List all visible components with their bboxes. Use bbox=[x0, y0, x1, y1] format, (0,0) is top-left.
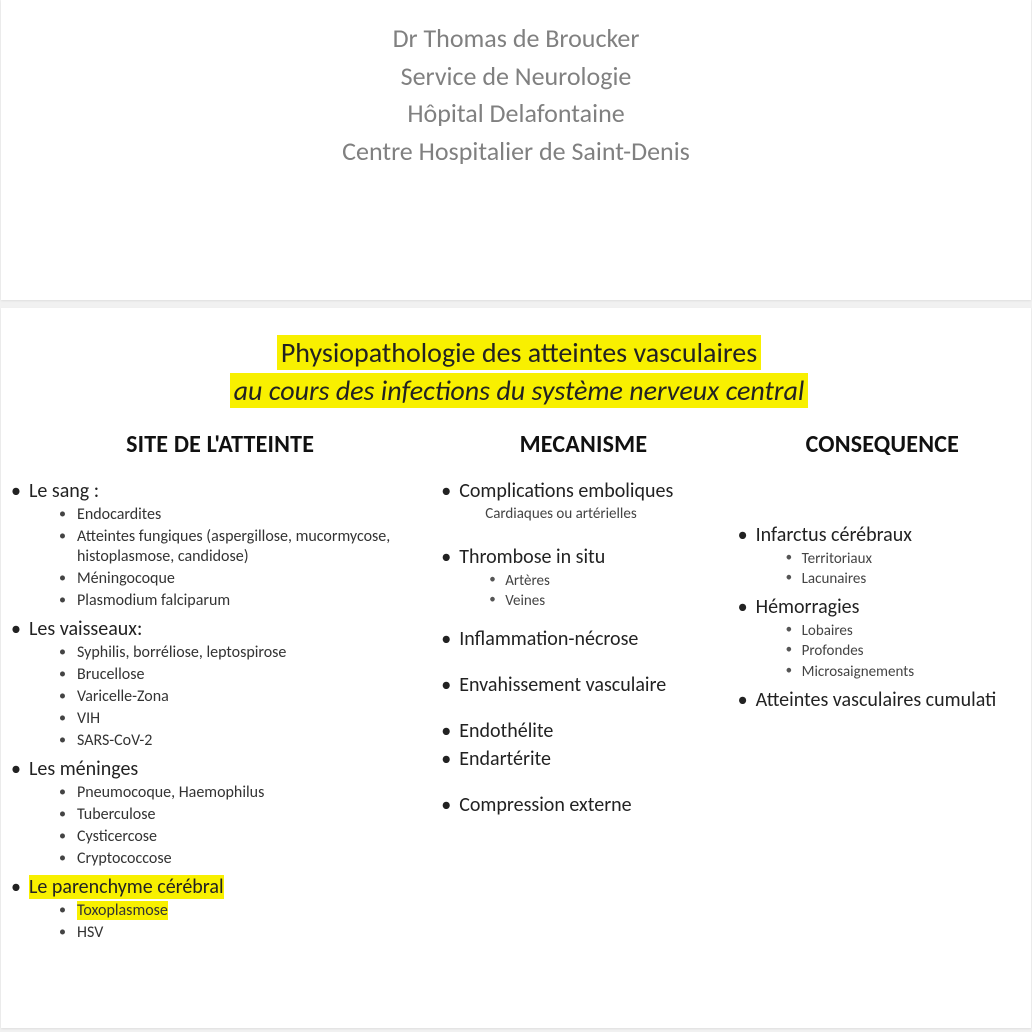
columns: SITE DE L'ATTEINTE Le sang : Endocardite… bbox=[7, 430, 1031, 949]
list-item: HSV bbox=[59, 923, 433, 943]
author-line-2: Service de Neurologie bbox=[401, 58, 632, 96]
title-line-1: Physiopathologie des atteintes vasculair… bbox=[277, 335, 761, 370]
cons-item: Atteintes vasculaires cumulati bbox=[734, 688, 1031, 712]
title-line-2: au cours des infections du système nerve… bbox=[230, 373, 809, 408]
mech-item: Endothélite bbox=[437, 719, 729, 743]
cons-item: Infarctus cérébraux Territoriaux Lacunai… bbox=[734, 523, 1031, 590]
list-item: Lacunaires bbox=[786, 569, 1031, 589]
col-site-head: SITE DE L'ATTEINTE bbox=[7, 430, 433, 459]
slide-title: Physiopathologie des atteintes vasculair… bbox=[7, 334, 1031, 410]
list-item: SARS-CoV-2 bbox=[59, 731, 433, 751]
list-item: Territoriaux bbox=[786, 549, 1031, 569]
list-item: Varicelle-Zona bbox=[59, 687, 433, 707]
col-cons-head: CONSEQUENCE bbox=[734, 430, 1031, 459]
list-item: Microsaignements bbox=[786, 662, 1031, 682]
site-item-meninges: Les méninges Pneumocoque, Haemophilus Tu… bbox=[7, 757, 433, 869]
list-item: Endocardites bbox=[59, 505, 433, 525]
site-item-sang: Le sang : Endocardites Atteintes fungiqu… bbox=[7, 479, 433, 611]
list-item: Lobaires bbox=[786, 621, 1031, 641]
mech-item: Thrombose in situ Artères Veines bbox=[437, 545, 729, 612]
mech-item: Envahissement vasculaire bbox=[437, 673, 729, 697]
list-item: Brucellose bbox=[59, 665, 433, 685]
list-item: Cysticercose bbox=[59, 827, 433, 847]
list-item: Atteintes fungiques (aspergillose, mucor… bbox=[59, 527, 433, 567]
list-item: Toxoplasmose bbox=[59, 901, 433, 921]
list-item: Tuberculose bbox=[59, 805, 433, 825]
author-line-1: Dr Thomas de Broucker bbox=[393, 20, 640, 58]
list-item: Profondes bbox=[786, 641, 1031, 661]
list-item: Artères bbox=[489, 571, 729, 591]
author-line-4: Centre Hospitalier de Saint-Denis bbox=[342, 133, 690, 171]
list-item: Veines bbox=[489, 591, 729, 611]
mech-item: Complications emboliques bbox=[437, 479, 729, 503]
mech-item: Endartérite bbox=[437, 747, 729, 771]
list-item: Plasmodium falciparum bbox=[59, 591, 433, 611]
col-site: SITE DE L'ATTEINTE Le sang : Endocardite… bbox=[7, 430, 433, 949]
col-mech-head: MECANISME bbox=[437, 430, 729, 459]
mech-item: Inflammation-nécrose bbox=[437, 627, 729, 651]
list-item: Méningocoque bbox=[59, 569, 433, 589]
slide-header: Dr Thomas de Broucker Service de Neurolo… bbox=[1, 0, 1031, 300]
mech-item: Compression externe bbox=[437, 793, 729, 817]
list-item: Pneumocoque, Haemophilus bbox=[59, 783, 433, 803]
mech-note: Cardiaques ou artérielles bbox=[485, 505, 729, 523]
list-item: Syphilis, borréliose, leptospirose bbox=[59, 643, 433, 663]
list-item: VIH bbox=[59, 709, 433, 729]
author-line-3: Hôpital Delafontaine bbox=[407, 95, 624, 133]
site-item-vaisseaux: Les vaisseaux: Syphilis, borréliose, lep… bbox=[7, 617, 433, 751]
slide-content: Physiopathologie des atteintes vasculair… bbox=[1, 308, 1031, 1028]
col-consequence: CONSEQUENCE Infarctus cérébraux Territor… bbox=[734, 430, 1031, 716]
list-item: Cryptococcose bbox=[59, 849, 433, 869]
col-mecanisme: MECANISME Complications emboliques Cardi… bbox=[437, 430, 729, 822]
cons-item: Hémorragies Lobaires Profondes Microsaig… bbox=[734, 595, 1031, 682]
site-item-parenchyme: Le parenchyme cérébral Toxoplasmose HSV bbox=[7, 875, 433, 943]
